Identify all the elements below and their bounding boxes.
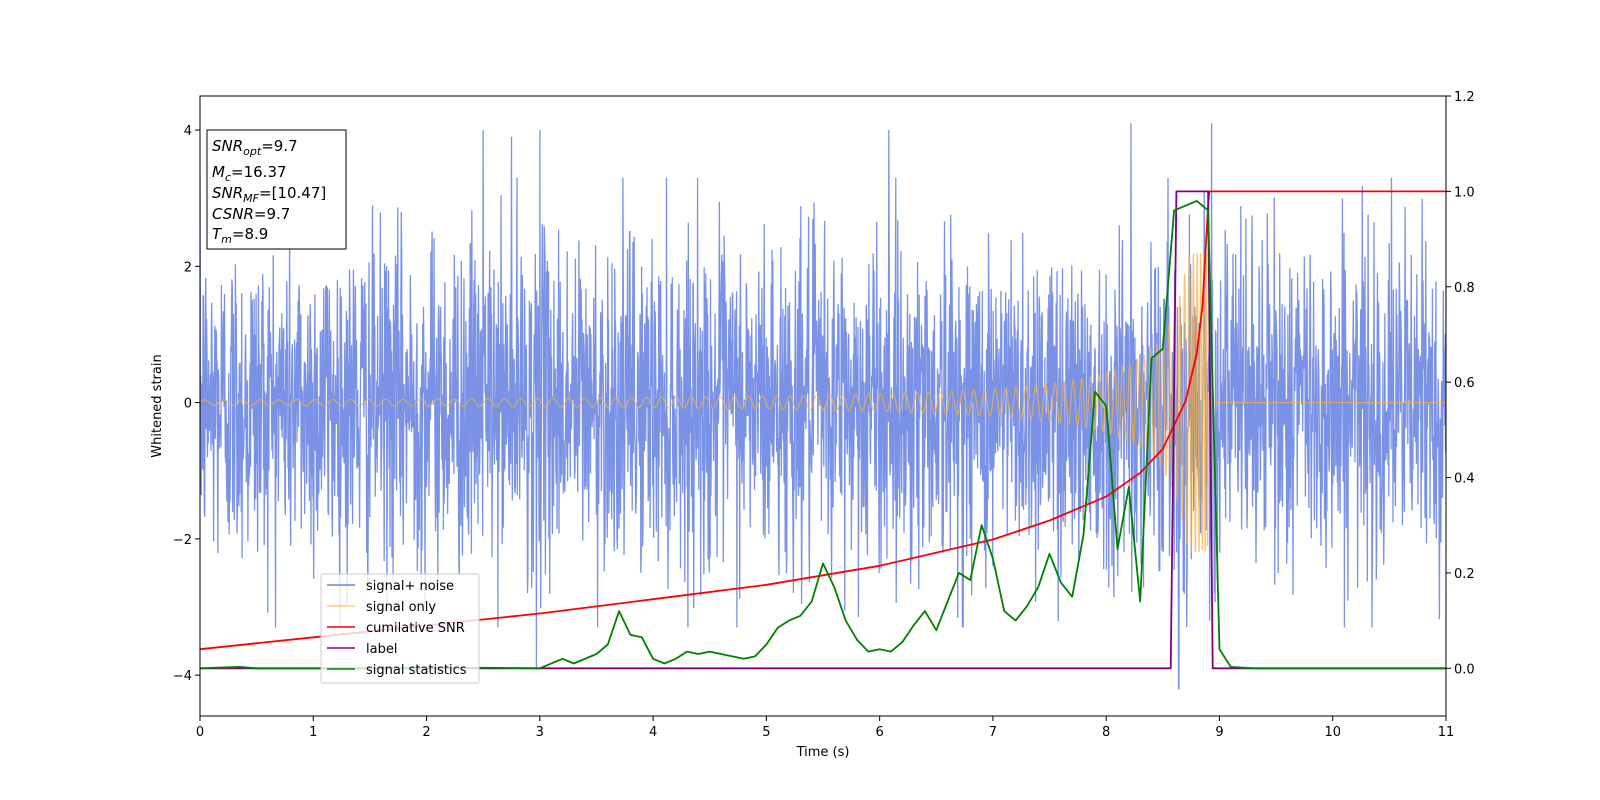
x-tick-label: 6 [875,725,883,740]
info-tm-main: T [212,225,223,243]
y-right-tick-label: 0.0 [1454,662,1475,677]
y-left-tick-label: 0 [184,397,192,412]
info-snr-mf-sub: MF [243,192,259,205]
x-tick-label: 3 [536,725,544,740]
info-mc-value: =16.37 [231,163,287,181]
info-csnr-main: CSNR [212,205,254,223]
x-axis: 0 1 2 3 4 5 6 7 8 9 10 11 [196,716,1454,740]
signal-statistics-line [200,200,1446,670]
info-mc-main: M [212,163,225,181]
y-right-tick-label: 1.0 [1454,185,1475,200]
x-axis-label: Time (s) [796,745,850,760]
info-snr-mf-value: =[10.47] [259,184,326,202]
info-tm-value: =8.9 [232,225,268,243]
y-axis-label: Whitened strain [150,354,165,457]
info-tm-sub: m [221,233,232,246]
x-tick-label: 0 [196,725,204,740]
legend-label-cumulative-snr: cumilative SNR [366,621,465,636]
x-tick-label: 10 [1324,725,1341,740]
x-tick-label: 11 [1438,725,1455,740]
info-csnr-value: =9.7 [254,205,290,223]
y-right-tick-label: 0.4 [1454,472,1475,487]
legend-label-signal-statistics: signal statistics [366,663,467,678]
x-tick-label: 8 [1102,725,1110,740]
legend-frame [320,573,480,684]
legend-label-label: label [366,642,397,657]
info-snr-mf-main: SNR [212,184,243,202]
info-mc: Mc=16.37 [212,163,287,184]
x-tick-label: 1 [309,725,317,740]
signal-noise-line [200,123,1446,690]
info-box-frame [206,129,347,250]
right-axis-series [200,190,1446,670]
info-snr-opt-main: SNR [212,137,243,155]
x-tick-label: 4 [649,725,657,740]
legend-label-signal-noise: signal+ noise [366,579,454,594]
info-snr-opt-sub: opt [243,145,262,158]
info-box: SNRopt=9.7 Mc=16.37 SNRMF=[10.47] CSNR=9… [206,129,347,250]
info-mc-sub: c [225,171,231,184]
x-tick-label: 2 [422,725,430,740]
y-right-tick-label: 0.6 [1454,376,1475,391]
info-csnr: CSNR=9.7 [212,205,290,223]
signal-only-series [200,252,1446,553]
y-right-tick-label: 1.2 [1454,90,1475,105]
x-tick-label: 7 [989,725,997,740]
signal-noise-series [200,123,1446,690]
x-tick-label: 9 [1215,725,1223,740]
y-left-tick-label: 4 [184,124,192,139]
info-snr-opt: SNRopt=9.7 [212,137,298,158]
info-tm: Tm=8.9 [212,225,268,246]
y-left-tick-label: −2 [173,533,192,548]
legend-label-signal-only: signal only [366,600,436,615]
y-axis-left: −4 −2 0 2 4 [173,124,200,684]
y-axis-right: 0.0 0.2 0.4 0.6 0.8 1.0 1.2 [1446,90,1475,677]
y-left-tick-label: 2 [184,260,192,275]
y-left-tick-label: −4 [173,669,192,684]
x-tick-label: 5 [762,725,770,740]
plot-frame [199,95,1447,717]
signal-only-line [200,252,1446,553]
info-snr-mf: SNRMF=[10.47] [212,184,326,205]
info-snr-opt-value: =9.7 [261,137,297,155]
legend: signal+ noise signal only cumilative SNR… [320,573,480,684]
cumulative-snr-line [200,190,1446,651]
y-right-tick-label: 0.2 [1454,567,1475,582]
y-right-tick-label: 0.8 [1454,281,1475,296]
